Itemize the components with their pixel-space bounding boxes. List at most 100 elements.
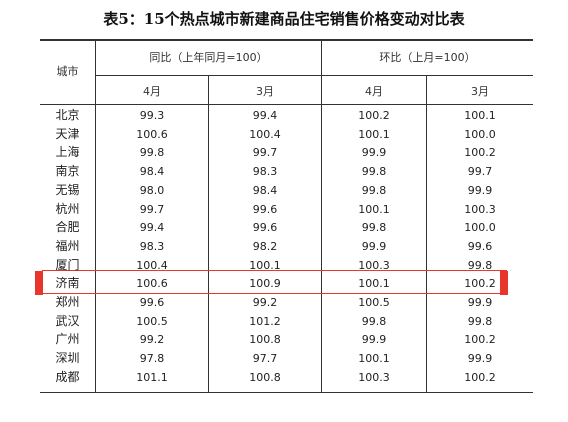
value-cell: 99.7 xyxy=(467,165,493,179)
value-cell: 99.2 xyxy=(139,333,165,347)
value-cell: 100.5 xyxy=(136,314,168,328)
value-cell: 99.8 xyxy=(361,165,387,179)
value-cell: 99.4 xyxy=(252,109,278,122)
value-cell: 100.1 xyxy=(358,352,390,366)
value-cell: 99.9 xyxy=(361,239,387,253)
table-row: 济南 100.6 100.9 100.1 100.2 xyxy=(40,275,533,292)
value-cell: 99.2 xyxy=(252,296,278,309)
table-row: 北京 99.3 99.4 100.2 100.1 xyxy=(40,107,533,124)
value-cell: 100.8 xyxy=(249,370,281,384)
city-name-cell: 无锡 xyxy=(55,182,80,197)
value-cell: 100.4 xyxy=(249,127,281,141)
value-cell: 100.3 xyxy=(358,258,390,272)
table-top-border xyxy=(40,39,533,41)
value-cell: 100.3 xyxy=(464,202,496,216)
table-row: 南京 98.4 98.3 99.8 99.7 xyxy=(40,163,533,180)
value-cell: 99.6 xyxy=(252,221,278,235)
value-cell: 100.1 xyxy=(249,258,281,272)
city-name-cell: 合肥 xyxy=(55,220,80,235)
city-name-cell: 成都 xyxy=(55,369,80,384)
value-cell: 100.1 xyxy=(358,277,390,291)
city-name-cell: 广州 xyxy=(55,332,80,347)
value-cell: 100.1 xyxy=(358,202,390,216)
city-name-cell: 杭州 xyxy=(55,201,80,216)
value-cell: 100.1 xyxy=(464,109,496,122)
value-cell: 99.3 xyxy=(139,109,165,122)
value-cell: 99.9 xyxy=(467,183,493,197)
value-cell: 99.6 xyxy=(139,296,165,309)
value-cell: 99.9 xyxy=(467,296,493,309)
value-cell: 100.6 xyxy=(136,277,168,291)
city-name-cell: 深圳 xyxy=(55,351,80,366)
table-row: 福州 98.3 98.2 99.9 99.6 xyxy=(40,238,533,255)
value-cell: 100.0 xyxy=(464,127,496,141)
value-cell: 100.4 xyxy=(136,258,168,272)
city-name-cell: 武汉 xyxy=(55,313,80,328)
value-cell: 99.7 xyxy=(139,202,165,216)
value-cell: 98.2 xyxy=(252,239,278,253)
value-cell: 97.8 xyxy=(139,352,165,366)
header-mid-rule xyxy=(95,75,533,76)
table-row: 厦门 100.4 100.1 100.3 99.8 xyxy=(40,257,533,274)
value-cell: 100.1 xyxy=(358,127,390,141)
value-cell: 98.3 xyxy=(139,239,165,253)
value-cell: 99.8 xyxy=(361,314,387,328)
value-cell: 100.8 xyxy=(249,333,281,347)
value-cell: 99.8 xyxy=(361,221,387,235)
table-title: 表5：15个热点城市新建商品住宅销售价格变动对比表 xyxy=(103,10,465,28)
value-cell: 99.8 xyxy=(139,146,165,160)
header-city: 城市 xyxy=(56,65,79,78)
value-cell: 99.9 xyxy=(467,352,493,366)
value-cell: 100.2 xyxy=(464,370,496,384)
table-row: 天津 100.6 100.4 100.1 100.0 xyxy=(40,126,533,143)
highlight-marker-right xyxy=(500,271,508,295)
city-name-cell: 上海 xyxy=(55,145,80,160)
table-row: 广州 99.2 100.8 99.9 100.2 xyxy=(40,331,533,348)
col-divider-2 xyxy=(208,76,209,392)
table-row: 无锡 98.0 98.4 99.8 99.9 xyxy=(40,182,533,199)
table-row: 成都 101.1 100.8 100.3 100.2 xyxy=(40,369,533,386)
city-name-cell: 厦门 xyxy=(55,257,80,272)
value-cell: 98.4 xyxy=(252,183,278,197)
highlight-marker-left xyxy=(35,271,43,295)
value-cell: 100.2 xyxy=(464,333,496,347)
city-name-cell: 郑州 xyxy=(55,295,80,309)
city-name-cell: 天津 xyxy=(55,126,80,141)
table-row: 郑州 99.6 99.2 100.5 99.9 xyxy=(40,294,533,311)
value-cell: 101.1 xyxy=(136,370,168,384)
value-cell: 99.6 xyxy=(252,202,278,216)
col-divider-1 xyxy=(95,40,96,392)
value-cell: 97.7 xyxy=(252,352,278,366)
table-row: 上海 99.8 99.7 99.9 100.2 xyxy=(40,144,533,161)
value-cell: 98.0 xyxy=(139,183,165,197)
value-cell: 98.4 xyxy=(139,165,165,179)
value-cell: 99.8 xyxy=(361,183,387,197)
value-cell: 98.3 xyxy=(252,165,278,179)
header-mom-group: 环比（上月=100） xyxy=(379,51,476,64)
value-cell: 101.2 xyxy=(249,314,281,328)
header-yoy-apr: 4月 xyxy=(143,85,161,98)
table-bottom-border xyxy=(40,392,533,393)
value-cell: 100.3 xyxy=(358,370,390,384)
city-name-cell: 南京 xyxy=(55,164,80,179)
city-name-cell: 济南 xyxy=(55,276,80,291)
table-row: 杭州 99.7 99.6 100.1 100.3 xyxy=(40,201,533,218)
col-divider-4 xyxy=(426,76,427,392)
value-cell: 99.9 xyxy=(361,333,387,347)
value-cell: 100.5 xyxy=(358,296,390,309)
header-mom-mar: 3月 xyxy=(471,85,489,98)
header-mom-apr: 4月 xyxy=(365,85,383,98)
value-cell: 99.4 xyxy=(139,221,165,235)
table-row: 深圳 97.8 97.7 100.1 99.9 xyxy=(40,350,533,367)
table-row: 合肥 99.4 99.6 99.8 100.0 xyxy=(40,219,533,236)
value-cell: 99.8 xyxy=(467,314,493,328)
value-cell: 99.8 xyxy=(467,258,493,272)
header-bottom-rule xyxy=(40,104,533,105)
value-cell: 100.2 xyxy=(464,146,496,160)
value-cell: 100.0 xyxy=(464,221,496,235)
value-cell: 100.9 xyxy=(249,277,281,291)
value-cell: 100.2 xyxy=(464,277,496,291)
city-name-cell: 福州 xyxy=(55,238,80,253)
col-divider-3 xyxy=(321,40,322,392)
header-yoy-mar: 3月 xyxy=(256,85,274,98)
